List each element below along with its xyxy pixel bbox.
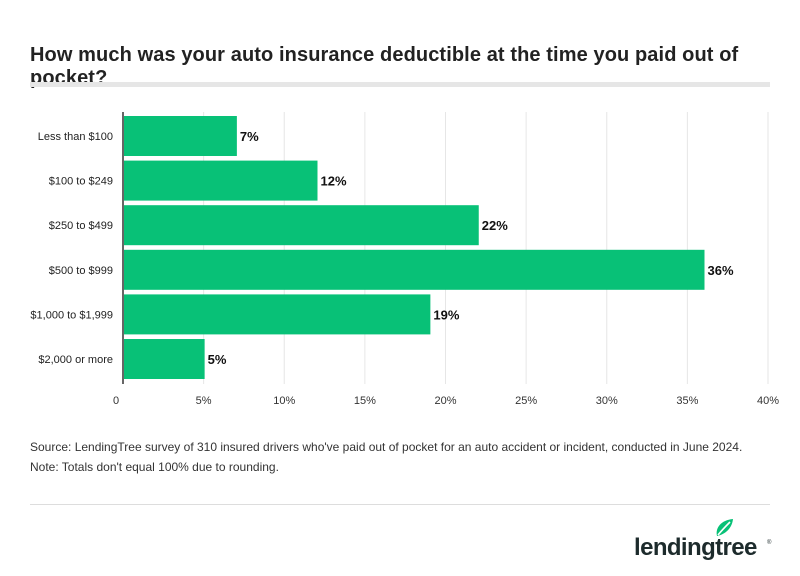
x-tick-label: 20% (434, 395, 456, 407)
bar-chart: Less than $100 $100 to $249 $250 to $499 $5… (30, 112, 779, 407)
category-label: $100 to $249 (49, 176, 113, 188)
bar (124, 249, 705, 290)
value-labels: 7% 12% 22% 36% 19% 5% (208, 129, 734, 367)
category-label: Less than $100 (38, 131, 113, 143)
x-tick-label: 35% (676, 395, 698, 407)
registered-mark: ® (767, 540, 772, 546)
x-tick-label: 10% (273, 395, 295, 407)
x-tick-label: 25% (515, 395, 537, 407)
x-tick-label: 40% (757, 395, 779, 407)
x-tick-label: 0 (113, 395, 119, 407)
bar (124, 205, 479, 246)
bars (124, 116, 705, 379)
logo-wordmark: lendingtree (634, 534, 757, 561)
category-labels: Less than $100 $100 to $249 $250 to $499 $5… (30, 131, 113, 366)
value-label: 22% (482, 218, 508, 233)
leaf-icon (716, 519, 733, 536)
value-label: 12% (321, 174, 347, 189)
value-label: 19% (433, 307, 459, 322)
x-tick-label: 5% (196, 395, 212, 407)
category-label: $2,000 or more (38, 354, 113, 366)
bar (124, 339, 205, 379)
lendingtree-logo: lendingtree ® (634, 518, 774, 564)
value-label: 7% (240, 129, 259, 144)
bar (124, 160, 318, 201)
value-label: 36% (708, 263, 734, 278)
source-note: Source: LendingTree survey of 310 insure… (30, 440, 743, 474)
bar (124, 294, 431, 335)
x-axis-ticks: 0 5% 10% 15% 20% 25% 30% 35% 40% (113, 395, 779, 407)
category-label: $500 to $999 (49, 265, 113, 277)
value-label: 5% (208, 352, 227, 367)
footer-divider (30, 504, 770, 505)
category-label: $250 to $499 (49, 220, 113, 232)
title-divider (30, 82, 770, 87)
category-label: $1,000 to $1,999 (30, 309, 113, 321)
gridlines (203, 112, 769, 384)
x-tick-label: 30% (596, 395, 618, 407)
x-tick-label: 15% (354, 395, 376, 407)
bar (124, 116, 237, 156)
